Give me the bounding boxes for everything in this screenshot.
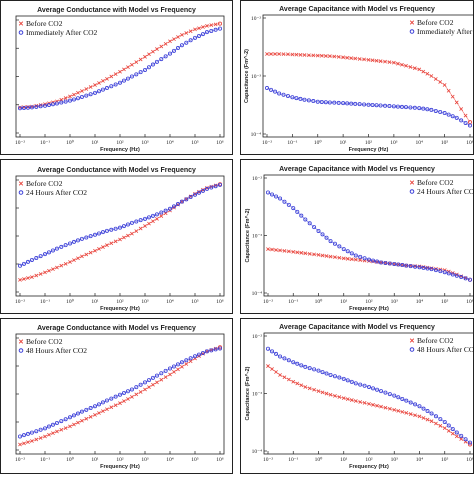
x-tick-label: 10¹: [340, 299, 348, 305]
x-tick-label: 10⁵: [441, 299, 449, 305]
x-axis-label: Frequency (Hz): [349, 306, 389, 312]
x-tick-label: 10³: [390, 140, 398, 146]
chart-title: Average Capacitance with Model vs Freque…: [279, 6, 435, 13]
chart-title: Average Capacitance with Model vs Freque…: [279, 324, 435, 331]
x-tick-label: 10⁻²: [263, 299, 273, 305]
chart-title: Average Conductance with Model vs Freque…: [37, 7, 196, 14]
chart-panel-1: Average Conductance with Model vs Freque…: [1, 1, 233, 155]
legend-label: Before CO2: [26, 337, 63, 346]
x-tick-label: 10⁵: [191, 457, 199, 463]
chart-title: Average Capacitance with Model vs Freque…: [279, 166, 435, 173]
chart-panel-3: Average Conductance with Model vs Freque…: [1, 160, 233, 314]
x-tick-label: 10⁵: [191, 140, 199, 146]
x-tick-label: 10⁻¹: [288, 457, 298, 463]
y-tick-label: 10⁻²: [252, 334, 262, 340]
legend-label: 48 Hours After CO2: [417, 345, 474, 354]
x-tick-label: 10⁴: [166, 457, 174, 463]
x-tick-label: 10⁰: [66, 139, 75, 146]
x-axis-label: Frequency (Hz): [349, 464, 389, 470]
x-tick-label: 10⁴: [416, 457, 424, 463]
legend-label: Before CO2: [417, 18, 454, 27]
chart-panel-6: Average Capacitance with Model vs Freque…: [241, 319, 474, 474]
x-tick-label: 10⁻²: [262, 140, 272, 146]
x-axis-label: Frequency (Hz): [100, 464, 140, 470]
x-axis-label: Frequency (Hz): [349, 147, 389, 153]
x-tick-label: 10¹: [91, 140, 99, 146]
x-tick-label: 10³: [391, 299, 399, 305]
x-tick-label: 10⁰: [66, 298, 75, 305]
legend-label: 24 Hours After CO2: [26, 188, 87, 197]
chart-panel-2: Average Capacitance with Model vs Freque…: [241, 1, 474, 155]
x-tick-label: 10⁶: [216, 140, 224, 146]
x-tick-label: 10⁴: [166, 299, 174, 305]
chart-title: Average Conductance with Model vs Freque…: [37, 167, 196, 174]
x-tick-label: 10³: [141, 140, 149, 146]
x-tick-label: 10⁶: [466, 140, 474, 146]
x-tick-label: 10⁶: [216, 457, 224, 463]
x-tick-label: 10²: [365, 140, 373, 146]
x-tick-label: 10⁶: [216, 299, 224, 305]
x-tick-label: 10¹: [340, 140, 348, 146]
legend-label: 48 Hours After CO2: [26, 346, 87, 355]
x-tick-label: 10⁻¹: [40, 457, 50, 463]
chart-panel-4: Average Capacitance with Model vs Freque…: [241, 160, 474, 314]
y-tick-label: 10⁻⁴: [252, 291, 262, 297]
x-tick-label: 10²: [116, 140, 124, 146]
x-axis-label: Frequency (Hz): [100, 147, 140, 153]
legend-label: Immediately After CO2: [26, 28, 97, 37]
x-tick-label: 10⁻²: [15, 299, 25, 305]
x-tick-label: 10⁻²: [263, 457, 273, 463]
x-tick-label: 10⁴: [416, 299, 424, 305]
legend-label: Before CO2: [417, 178, 454, 187]
legend-label: Before CO2: [417, 336, 454, 345]
legend-label: Before CO2: [26, 179, 63, 188]
x-tick-label: 10⁻¹: [288, 299, 298, 305]
x-tick-label: 10³: [141, 299, 149, 305]
x-axis-label: Frequency (Hz): [100, 306, 140, 312]
chart-title: Average Conductance with Model vs Freque…: [37, 325, 196, 332]
x-tick-label: 10⁰: [66, 456, 75, 463]
x-tick-label: 10²: [365, 457, 373, 463]
x-tick-label: 10⁶: [466, 299, 474, 305]
x-tick-label: 10⁰: [315, 298, 324, 305]
x-tick-label: 10⁵: [191, 299, 199, 305]
x-tick-label: 10⁻¹: [40, 140, 50, 146]
y-tick-label: 10⁻⁴: [252, 449, 262, 455]
x-tick-label: 10³: [141, 457, 149, 463]
x-tick-label: 10⁻¹: [40, 299, 50, 305]
y-axis-label: Capacitance (Fm^-2): [244, 49, 250, 103]
x-tick-label: 10⁻¹: [287, 140, 297, 146]
y-tick-label: 10⁻³: [251, 74, 261, 80]
x-tick-label: 10¹: [340, 457, 348, 463]
y-axis-label: Capacitance (Fm^-2): [245, 366, 251, 420]
x-tick-label: 10⁴: [166, 140, 174, 146]
x-tick-label: 10¹: [91, 457, 99, 463]
x-tick-label: 10⁻²: [15, 140, 25, 146]
legend-label: Immediately After CO2: [417, 27, 474, 36]
y-tick-label: 10⁻⁴: [251, 132, 261, 138]
x-tick-label: 10⁴: [416, 140, 424, 146]
x-tick-label: 10²: [365, 299, 373, 305]
chart-panel-5: Average Conductance with Model vs Freque…: [1, 319, 233, 474]
x-tick-label: 10⁰: [314, 139, 323, 146]
x-tick-label: 10⁻²: [15, 457, 25, 463]
legend-label: Before CO2: [26, 19, 63, 28]
y-tick-label: 10⁻³: [252, 392, 262, 398]
x-tick-label: 10³: [391, 457, 399, 463]
x-tick-label: 10⁵: [441, 140, 449, 146]
x-tick-label: 10⁶: [466, 457, 474, 463]
x-tick-label: 10⁵: [441, 457, 449, 463]
x-tick-label: 10²: [116, 457, 124, 463]
y-tick-label: 10⁻³: [252, 234, 262, 240]
x-tick-label: 10¹: [91, 299, 99, 305]
y-tick-label: 10⁻²: [251, 16, 261, 22]
y-axis-label: Capacitance (Fm^-2): [245, 208, 251, 262]
x-tick-label: 10²: [116, 299, 124, 305]
legend-label: 24 Hours After CO2: [417, 187, 474, 196]
x-tick-label: 10⁰: [315, 456, 324, 463]
y-tick-label: 10⁻²: [252, 176, 262, 182]
